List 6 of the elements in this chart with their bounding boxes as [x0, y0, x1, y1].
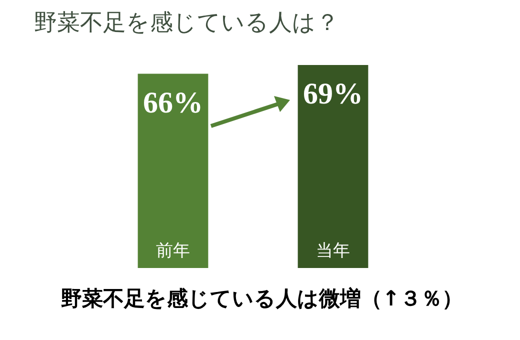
data-label: 69%: [303, 78, 363, 111]
x-tick-label: 前年: [156, 240, 190, 261]
text: 野菜不足を感じている人は微増（↑３％）: [61, 286, 463, 310]
data-label: 66%: [143, 86, 203, 120]
x-tick-label: 当年: [316, 240, 350, 261]
chart-title: 野菜不足を感じている人は？: [34, 10, 339, 36]
